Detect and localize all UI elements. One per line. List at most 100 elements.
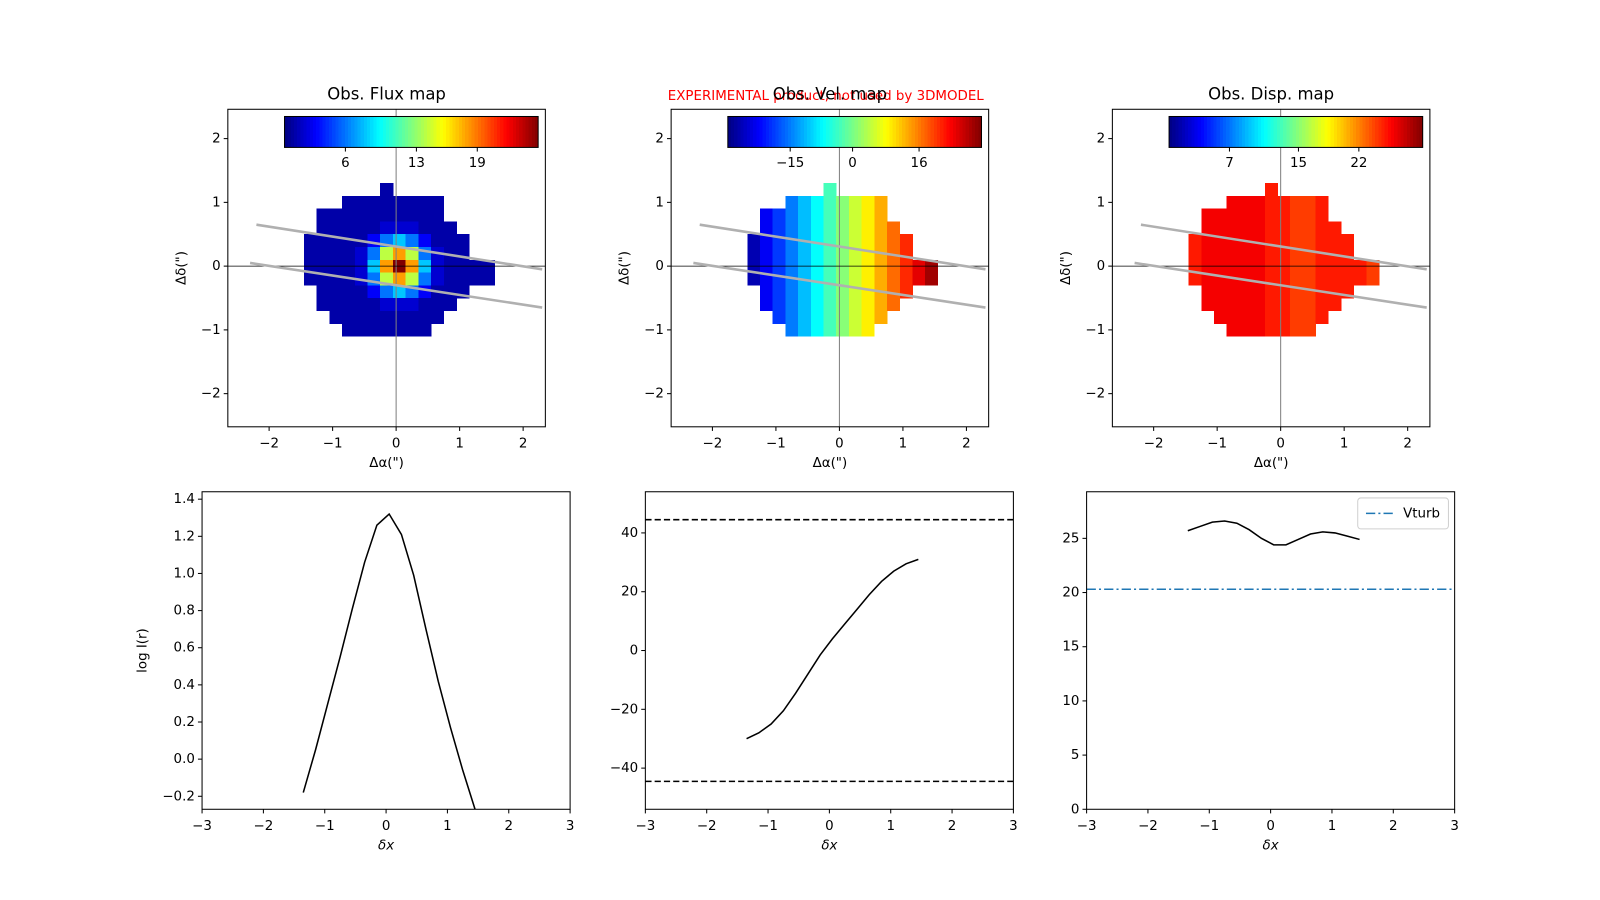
colorbar-segment bbox=[880, 116, 884, 148]
pixel bbox=[836, 208, 850, 222]
colorbar-segment bbox=[743, 116, 748, 148]
colorbar-segment bbox=[810, 116, 814, 148]
colorbar-segment bbox=[1410, 116, 1414, 148]
colorbar-segment bbox=[1324, 116, 1329, 148]
pixel bbox=[418, 221, 432, 235]
colorbar-segment bbox=[978, 116, 982, 148]
colorbar-segment bbox=[1292, 116, 1297, 148]
pixel bbox=[418, 195, 432, 210]
pixel bbox=[823, 247, 837, 261]
pixel bbox=[367, 298, 381, 312]
colorbar-segment bbox=[534, 116, 539, 148]
colorbar-segment bbox=[1172, 116, 1176, 148]
pixel bbox=[342, 310, 356, 324]
pixel bbox=[418, 272, 432, 286]
colorbar-frame bbox=[727, 115, 982, 148]
pixel bbox=[316, 208, 330, 222]
pixel bbox=[1264, 183, 1278, 197]
colorbar-segment bbox=[1289, 116, 1294, 148]
pixel bbox=[304, 272, 318, 286]
plot-area bbox=[1086, 520, 1455, 591]
pixel bbox=[887, 298, 901, 312]
colorbar-segment bbox=[294, 116, 298, 148]
colorbar-segment bbox=[1295, 116, 1300, 148]
pixel bbox=[1290, 234, 1304, 248]
y-tick-label: 1 bbox=[212, 195, 221, 210]
colorbar-segment bbox=[427, 116, 431, 148]
y-tick-label: 2 bbox=[655, 132, 664, 147]
pixel bbox=[405, 298, 419, 312]
colorbar-segment bbox=[803, 116, 808, 148]
colorbar-segment bbox=[908, 116, 913, 148]
colorbar-segment bbox=[1308, 116, 1313, 148]
pixel bbox=[899, 272, 913, 286]
colorbar-segment bbox=[1203, 116, 1208, 148]
colorbar-segment bbox=[838, 116, 843, 148]
colorbar-segment bbox=[439, 116, 444, 148]
colorbar-segment bbox=[1257, 116, 1262, 148]
colorbar-segment bbox=[1318, 116, 1322, 148]
colorbar-segment bbox=[297, 116, 301, 148]
colorbar-segment bbox=[918, 116, 922, 148]
colorbar-segment bbox=[788, 116, 792, 148]
colorbar-segment bbox=[1276, 116, 1281, 148]
pixel bbox=[1290, 221, 1304, 235]
y-tick-label: 10 bbox=[1062, 694, 1079, 709]
colorbar-segment bbox=[1356, 116, 1360, 148]
pixel bbox=[1239, 247, 1253, 261]
y-tick-label: 0 bbox=[1071, 802, 1080, 817]
colorbar-segment bbox=[892, 116, 897, 148]
profile-line bbox=[1187, 520, 1360, 546]
pixel bbox=[392, 298, 406, 312]
colorbar-segment bbox=[338, 116, 343, 148]
pixel bbox=[418, 247, 432, 261]
pixel bbox=[1264, 195, 1278, 210]
colorbar-segment bbox=[734, 116, 738, 148]
pixel bbox=[1302, 272, 1316, 286]
colorbar-segment bbox=[933, 116, 938, 148]
pixel bbox=[392, 208, 406, 222]
pixel bbox=[392, 323, 406, 337]
pixel bbox=[1252, 247, 1266, 261]
colorbar-segment bbox=[1400, 116, 1405, 148]
pixel bbox=[316, 285, 330, 299]
colorbar-segment bbox=[1365, 116, 1370, 148]
y-tick-label: 0 bbox=[212, 259, 221, 274]
colorbar-segment bbox=[515, 116, 520, 148]
y-tick-label: 1.0 bbox=[174, 566, 195, 581]
pixel bbox=[1252, 323, 1266, 337]
pixel bbox=[1252, 285, 1266, 299]
colorbar-segment bbox=[344, 116, 349, 148]
pixel bbox=[1226, 298, 1240, 312]
pixel bbox=[1302, 285, 1316, 299]
colorbar-tick-label: 6 bbox=[341, 156, 350, 171]
pixel bbox=[1315, 298, 1329, 312]
colorbar-segment bbox=[1327, 116, 1332, 148]
colorbar-segment bbox=[1191, 116, 1195, 148]
slit-line bbox=[693, 261, 986, 309]
pixel bbox=[367, 323, 381, 337]
pixel bbox=[380, 285, 394, 299]
colorbar-segment bbox=[921, 116, 925, 148]
x-axis-label: Δα(") bbox=[1254, 456, 1289, 471]
y-tick-label: 2 bbox=[212, 132, 221, 147]
x-tick-label: −2 bbox=[697, 819, 717, 834]
colorbar-segment bbox=[1352, 116, 1357, 148]
pixel bbox=[1188, 247, 1202, 261]
colorbar-segment bbox=[860, 116, 865, 148]
colorbar-segment bbox=[864, 116, 868, 148]
y-axis-label: Δδ(") bbox=[174, 251, 189, 285]
colorbar-segment bbox=[746, 116, 751, 148]
y-tick-label: 0.6 bbox=[174, 641, 195, 656]
colorbar-segment bbox=[886, 116, 891, 148]
colorbar-segment bbox=[731, 116, 735, 148]
pixel bbox=[1315, 208, 1329, 222]
x-tick-label: −3 bbox=[1077, 819, 1097, 834]
pixel bbox=[760, 208, 774, 222]
x-tick-label: −1 bbox=[758, 819, 778, 834]
colorbar-segment bbox=[385, 116, 390, 148]
colorbar-segment bbox=[835, 116, 840, 148]
pixel bbox=[823, 208, 837, 222]
colorbar-segment bbox=[484, 116, 488, 148]
pixel bbox=[1213, 310, 1227, 324]
